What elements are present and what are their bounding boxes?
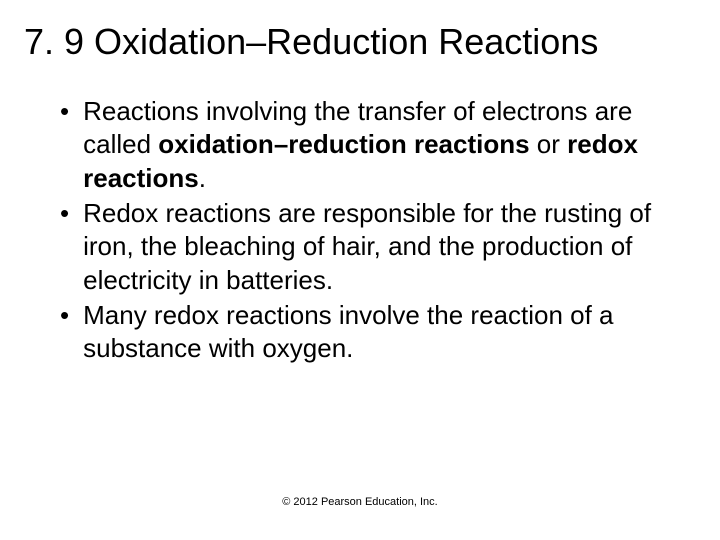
bullet-item: • Many redox reactions involve the react… (60, 299, 696, 366)
bullet-item: • Redox reactions are responsible for th… (60, 197, 696, 297)
slide-content: • Reactions involving the transfer of el… (24, 95, 696, 365)
bullet-text: Many redox reactions involve the reactio… (83, 299, 696, 366)
copyright-footer: © 2012 Pearson Education, Inc. (0, 496, 720, 508)
bullet-text: Redox reactions are responsible for the … (83, 197, 696, 297)
bullet-marker: • (60, 299, 69, 332)
bullet-item: • Reactions involving the transfer of el… (60, 95, 696, 195)
slide-title: 7. 9 Oxidation–Reduction Reactions (24, 20, 696, 63)
bullet-text: Reactions involving the transfer of elec… (83, 95, 696, 195)
bullet-marker: • (60, 95, 69, 128)
bullet-marker: • (60, 197, 69, 230)
